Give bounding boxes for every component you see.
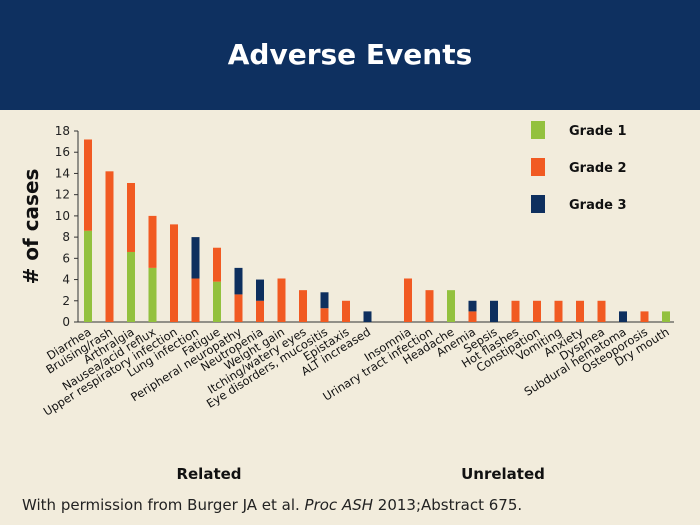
legend-label: Grade 3 xyxy=(569,198,627,213)
bar-segment xyxy=(468,300,477,312)
title-banner: Adverse Events xyxy=(0,0,700,110)
bar-segment xyxy=(490,300,498,322)
bar-segment xyxy=(84,230,92,322)
y-tick-label: 18 xyxy=(55,124,70,138)
citation: With permission from Burger JA et al. Pr… xyxy=(22,496,522,514)
x-tick-labels: DiarrheaBruising/rashArthralgiaNausea/ac… xyxy=(41,325,672,419)
bar-segment xyxy=(299,290,307,322)
bar-segment xyxy=(363,311,372,322)
bar-segment xyxy=(320,308,329,322)
bar-segment xyxy=(662,311,670,322)
bar-segment xyxy=(105,171,114,322)
bar-segment xyxy=(84,139,92,231)
y-tick-label: 0 xyxy=(62,315,70,329)
y-tick-label: 16 xyxy=(55,145,70,159)
citation-suffix: 2013;Abstract 675. xyxy=(373,496,523,514)
bar-segment xyxy=(191,237,200,279)
bar-segment xyxy=(320,292,329,309)
bar-segment xyxy=(468,311,477,322)
bar-segment xyxy=(256,300,264,322)
bar-segment xyxy=(640,311,649,322)
bar-segment xyxy=(533,300,541,322)
bar-segment xyxy=(213,281,221,322)
bars xyxy=(84,139,670,322)
axes: 0 2 4 6 8 10 12 14 16 18 # of cases Related Unrelate… xyxy=(19,124,674,483)
bar-segment xyxy=(127,182,135,252)
slide-title: Adverse Events xyxy=(227,38,473,71)
y-axis-label: # of cases xyxy=(19,169,43,285)
bar-segment xyxy=(191,278,200,322)
bar-segment xyxy=(277,278,286,322)
bar-segment xyxy=(256,279,264,301)
legend-swatch xyxy=(531,195,545,213)
bar-segment xyxy=(597,300,606,322)
legend-label: Grade 2 xyxy=(569,161,627,176)
bar-segment xyxy=(447,290,455,322)
legend-swatch xyxy=(531,121,545,139)
bar-segment xyxy=(404,278,412,322)
bar-segment xyxy=(234,294,243,322)
citation-prefix: With permission from Burger JA et al. xyxy=(22,496,305,514)
y-tick-label: 2 xyxy=(62,294,70,308)
bar-segment xyxy=(148,215,157,268)
y-tick-label: 4 xyxy=(62,273,70,287)
bar-segment xyxy=(213,247,221,282)
legend-swatch xyxy=(531,158,545,176)
bar-segment xyxy=(170,224,178,322)
y-tick-label: 8 xyxy=(62,230,70,244)
y-tick-label: 6 xyxy=(62,251,70,265)
bar-segment xyxy=(554,300,563,322)
legend-label: Grade 1 xyxy=(569,124,627,139)
y-tick-label: 10 xyxy=(55,209,70,223)
legend: Grade 1 Grade 2 Grade 3 xyxy=(531,121,627,213)
bar-segment xyxy=(234,267,243,295)
bar-segment xyxy=(576,300,584,322)
bar-segment xyxy=(511,300,520,322)
y-tick-label: 14 xyxy=(55,166,70,180)
bar-segment xyxy=(425,290,434,322)
bar-segment xyxy=(127,251,135,322)
group-label: Unrelated xyxy=(461,465,545,483)
bar-segment xyxy=(619,311,627,322)
citation-journal: Proc ASH xyxy=(304,496,374,514)
group-label: Related xyxy=(176,465,241,483)
bar-segment xyxy=(148,267,157,322)
adverse-events-chart: 0 2 4 6 8 10 12 14 16 18 # of cases Related Unrelate… xyxy=(19,121,674,483)
y-tick-label: 12 xyxy=(55,188,70,202)
bar-segment xyxy=(342,300,350,322)
